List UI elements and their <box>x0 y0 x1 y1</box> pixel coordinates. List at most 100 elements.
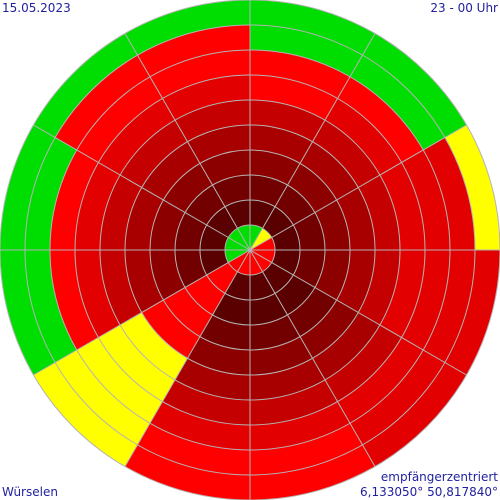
cell-s0-r1 <box>250 200 275 229</box>
cell-s8-r1 <box>200 250 229 275</box>
cell-s4-r4 <box>300 300 359 359</box>
cell-s10-r5 <box>120 120 188 188</box>
cell-s7-r6 <box>98 325 175 402</box>
cell-s5-r5 <box>250 358 325 400</box>
cell-s10-r0 <box>228 228 250 250</box>
cell-s4-r1 <box>262 262 294 294</box>
cell-s6-r2 <box>212 293 250 325</box>
cell-s6-r6 <box>162 379 250 425</box>
cell-s4-r7 <box>337 337 424 424</box>
cell-s3-r2 <box>293 250 325 288</box>
cell-s11-r6 <box>162 75 250 121</box>
cell-s7-r5 <box>120 312 188 380</box>
cell-s8-r5 <box>100 250 142 325</box>
cell-s2-r7 <box>401 150 450 250</box>
cell-s11-r2 <box>212 175 250 207</box>
cell-s2-r6 <box>379 162 425 250</box>
cell-s8-r7 <box>50 250 99 350</box>
cell-s9-r5 <box>100 175 142 250</box>
cell-s9-r1 <box>200 225 229 250</box>
cell-s1-r1 <box>262 206 294 238</box>
cell-s5-r3 <box>250 314 300 350</box>
cell-s1-r7 <box>337 76 424 163</box>
grid-spoke-2 <box>249 124 467 251</box>
cell-s1-r2 <box>275 185 315 225</box>
cell-s0-r9 <box>250 0 375 56</box>
cell-s11-r5 <box>175 100 250 142</box>
cell-s2-r8 <box>423 137 476 250</box>
cell-s7-r9 <box>33 362 138 467</box>
grid-spoke-7 <box>124 249 251 467</box>
cell-s5-r8 <box>250 423 363 476</box>
cell-s10-r8 <box>55 55 150 150</box>
date-label: 15.05.2023 <box>2 1 71 15</box>
cell-s1-r3 <box>287 163 337 213</box>
cell-s5-r1 <box>250 271 275 300</box>
cell-s10-r1 <box>206 206 238 238</box>
cell-s5-r9 <box>250 444 375 500</box>
cell-s5-r7 <box>250 401 350 450</box>
cell-s9-r8 <box>25 137 77 250</box>
cell-s0-r5 <box>250 100 325 142</box>
cell-s8-r2 <box>175 250 207 288</box>
cell-s4-r3 <box>287 287 337 337</box>
cell-s1-r4 <box>300 141 359 200</box>
grid-spoke-11 <box>124 33 251 251</box>
cell-s2-r1 <box>271 225 300 250</box>
cell-s11-r9 <box>125 0 250 56</box>
cell-s9-r3 <box>150 200 186 250</box>
cell-s7-r8 <box>55 350 150 445</box>
location-label: Würselen <box>2 485 58 499</box>
cell-s10-r3 <box>163 163 213 213</box>
cell-s10-r2 <box>185 185 225 225</box>
cell-s1-r0 <box>250 228 272 250</box>
cell-s3-r3 <box>314 250 350 300</box>
cell-s2-r2 <box>293 212 325 250</box>
cell-s3-r7 <box>401 250 450 350</box>
cell-s6-r9 <box>125 444 250 500</box>
cell-s10-r9 <box>33 33 138 138</box>
grid-spoke-8 <box>33 249 251 376</box>
cell-s4-r9 <box>362 362 467 467</box>
grid-spoke-4 <box>249 249 467 376</box>
cell-s7-r0 <box>228 250 250 272</box>
time-label: 23 - 00 Uhr <box>430 1 498 15</box>
grid-spoke-5 <box>249 249 376 467</box>
cell-s5-r6 <box>250 379 338 425</box>
cell-s3-r8 <box>423 250 476 363</box>
cell-s7-r4 <box>141 300 200 359</box>
cell-s3-r6 <box>379 250 425 338</box>
cell-s0-r3 <box>250 150 300 186</box>
cell-s4-r0 <box>250 250 272 272</box>
mode-label: empfängerzentriert <box>380 470 498 484</box>
cell-s7-r1 <box>206 262 238 294</box>
cell-s3-r1 <box>271 250 300 275</box>
cell-s6-r1 <box>225 271 250 300</box>
cell-s4-r6 <box>325 325 402 402</box>
cell-s10-r4 <box>141 141 200 200</box>
cell-s7-r7 <box>76 337 163 424</box>
grid-spoke-10 <box>33 124 251 251</box>
cell-s0-r7 <box>250 50 350 99</box>
cell-s0-r6 <box>250 75 338 121</box>
cell-s6-r7 <box>150 401 250 450</box>
cell-s11-r1 <box>225 200 250 229</box>
cell-s9-r2 <box>175 212 207 250</box>
cell-s11-r7 <box>150 49 250 99</box>
grid-spoke-1 <box>249 33 376 251</box>
cell-s6-r8 <box>137 423 250 476</box>
cell-s2-r9 <box>444 125 500 250</box>
cell-s8-r9 <box>0 250 56 375</box>
cell-s0-r8 <box>250 25 363 77</box>
cell-s7-r2 <box>185 275 225 315</box>
cell-s0-r2 <box>250 175 288 207</box>
cell-s4-r8 <box>350 350 445 445</box>
cell-s1-r8 <box>350 55 445 150</box>
cell-s9-r6 <box>75 162 121 250</box>
coordinates-label: 6,133050° 50,817840° <box>360 485 498 499</box>
cell-s2-r3 <box>314 200 350 250</box>
cell-s9-r9 <box>0 125 56 250</box>
